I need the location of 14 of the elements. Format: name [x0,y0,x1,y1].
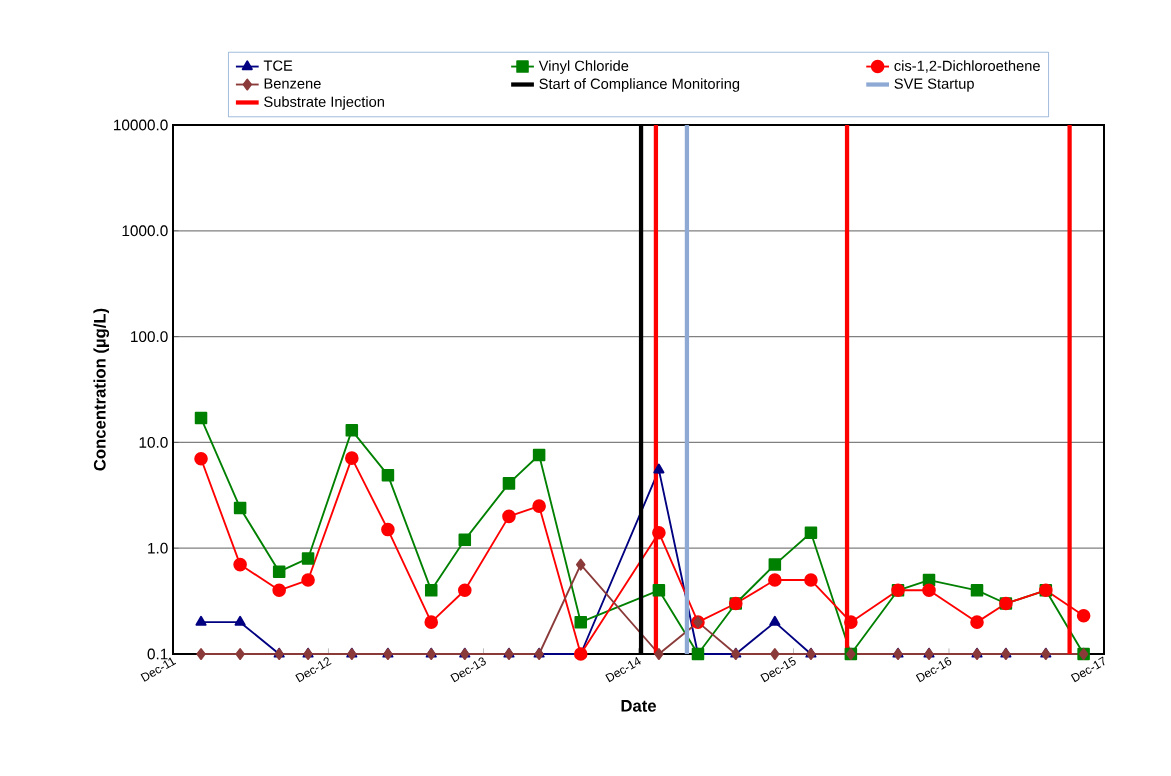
legend-label: SVE Startup [894,78,974,92]
y-tick-label: 100.0 [131,331,168,343]
legend-label: Benzene [264,78,321,89]
x-axis-title: Date [621,700,656,712]
legend-label: Substrate Injection [264,96,384,110]
y-tick-label: 10.0 [139,436,168,448]
y-tick-label: 1000.0 [122,225,168,237]
legend-label: TCE [263,60,293,71]
y-tick-label: 1.0 [148,542,168,554]
legend-label: Vinyl Chloride [538,60,629,74]
ref-line-label: Start of Compliance Monitoring [539,78,740,92]
legend-label: cis-1,2-Dichloroethene [894,60,1040,73]
y-axis-title: Concentration (µg/L) [93,308,110,471]
y-tick-label: 10000.0 [114,119,168,131]
